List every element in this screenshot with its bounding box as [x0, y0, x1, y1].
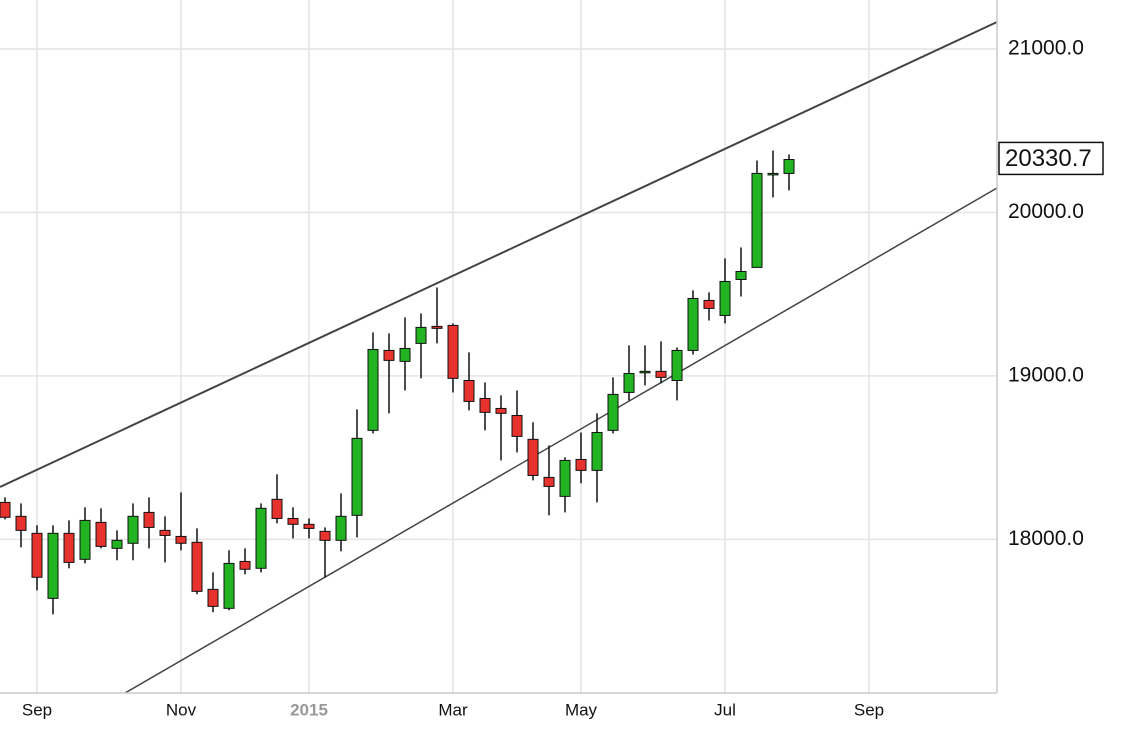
candle-body [159, 529, 171, 536]
x-tick-label: May [565, 700, 598, 719]
candle-body [671, 349, 683, 381]
y-tick-label: 18000.0 [1008, 527, 1084, 550]
candle-body [607, 393, 619, 431]
candle-body [463, 379, 475, 402]
x-tick-label: Nov [166, 700, 197, 719]
candle-body [79, 519, 91, 560]
candle-body [95, 521, 107, 547]
candle-body [239, 560, 251, 570]
x-tick-label: Mar [438, 700, 468, 719]
candle-body [319, 530, 331, 541]
candle-body [495, 407, 507, 414]
candle-body [207, 588, 219, 607]
candle-body [47, 532, 59, 599]
candle-body [751, 172, 763, 268]
candles [0, 150, 795, 615]
upper-channel-line [0, 21, 998, 488]
last-price-box [998, 141, 1104, 176]
candle-body [0, 501, 11, 518]
x-tick-label: Sep [854, 700, 884, 719]
candle-body [383, 349, 395, 361]
candle-body [655, 370, 667, 378]
candle-body [687, 297, 699, 351]
candle-body [479, 397, 491, 413]
candle-body [255, 507, 267, 569]
candle-body [527, 438, 539, 476]
x-tick-label: 2015 [290, 700, 328, 719]
candle-body [175, 535, 187, 544]
candle-body [575, 458, 587, 471]
candle-body [735, 270, 747, 280]
candle-body [303, 523, 315, 529]
candle-body [447, 324, 459, 379]
last-price-label: 20330.7 [1005, 145, 1092, 172]
candle-body [271, 498, 283, 519]
candle-body [767, 172, 779, 176]
candle-body [783, 159, 795, 174]
candle-body [543, 476, 555, 487]
x-tick-label: Sep [22, 700, 52, 719]
candle-body [191, 541, 203, 592]
candle-body [431, 325, 443, 329]
candle-body [15, 515, 27, 531]
y-tick-label: 21000.0 [1008, 37, 1084, 60]
candle-body [223, 562, 235, 609]
candle-body [639, 370, 651, 374]
candle-body [511, 414, 523, 437]
candle-body [623, 372, 635, 393]
candle-body [415, 326, 427, 344]
candle-body [703, 299, 715, 309]
labels: 18000.0 19000.0 20000.0 21000.0 Sep Nov 2015 Ma… [22, 37, 1104, 719]
candle-body [351, 437, 363, 516]
candle-body [719, 280, 731, 316]
candle-body [31, 532, 43, 578]
lower-channel-line [124, 187, 998, 694]
y-tick-label: 20000.0 [1008, 200, 1084, 223]
candle-body [111, 539, 123, 549]
candle-body [591, 431, 603, 471]
candle-body [287, 517, 299, 525]
candle-body [335, 515, 347, 541]
candle-body [559, 459, 571, 497]
candle-body [367, 348, 379, 431]
candle-body [143, 511, 155, 528]
candle-body [127, 515, 139, 544]
candle-body [399, 347, 411, 362]
candle-body [63, 532, 75, 563]
grid [0, 0, 997, 693]
x-tick-label: Jul [714, 700, 736, 719]
y-tick-label: 19000.0 [1008, 363, 1084, 386]
